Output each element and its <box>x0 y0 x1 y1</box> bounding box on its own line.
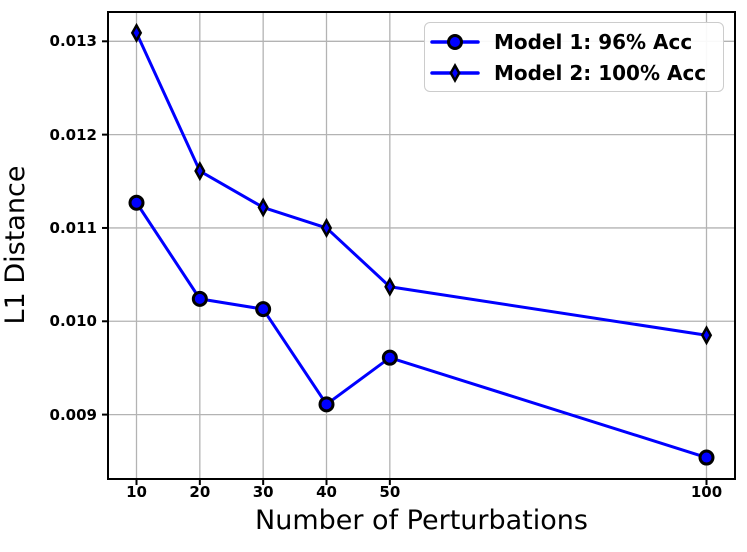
x-tick-label: 50 <box>379 483 401 501</box>
legend-label-model-1: Model 1: 96% Acc <box>494 29 693 54</box>
x-tick-label: 20 <box>189 483 211 501</box>
plot-border <box>107 11 736 480</box>
circle-marker <box>447 33 463 50</box>
diamond-marker <box>384 276 396 297</box>
x-axis-label: Number of Perturbations <box>255 505 588 536</box>
diamond-marker <box>257 197 269 218</box>
legend-item-model-2: Model 2: 100% Acc <box>430 58 723 89</box>
x-tick-label: 40 <box>316 483 337 501</box>
x-tick-label: 10 <box>126 483 147 501</box>
series-line-2 <box>135 31 708 337</box>
x-tick-label: 100 <box>690 483 723 501</box>
circle-marker <box>128 194 145 211</box>
diamond-marker <box>700 325 713 346</box>
y-tick-label: 0.010 <box>49 312 97 331</box>
circle-marker <box>698 449 715 466</box>
diamond-marker <box>449 63 461 84</box>
x-tick-label: 30 <box>252 483 274 501</box>
y-tick-label: 0.009 <box>49 405 97 424</box>
y-tick-label: 0.011 <box>49 218 97 237</box>
diamond-marker <box>130 22 143 43</box>
legend-circle-marker-icon <box>430 33 480 50</box>
legend: Model 1: 96% Acc Model 2: 100% Acc <box>424 22 724 92</box>
y-axis-label: L1 Distance <box>0 165 31 325</box>
y-tick-label: 0.012 <box>49 125 97 144</box>
circle-marker <box>381 349 398 366</box>
series-line-1 <box>135 201 708 460</box>
circle-marker <box>318 396 335 413</box>
circle-marker <box>255 301 272 318</box>
diamond-marker <box>194 160 206 182</box>
legend-item-model-1: Model 1: 96% Acc <box>430 26 723 57</box>
legend-label-model-2: Model 2: 100% Acc <box>494 61 707 86</box>
diamond-marker <box>320 217 333 239</box>
legend-diamond-marker-icon <box>430 63 480 84</box>
y-tick-label: 0.013 <box>49 32 97 51</box>
circle-marker <box>191 290 208 307</box>
